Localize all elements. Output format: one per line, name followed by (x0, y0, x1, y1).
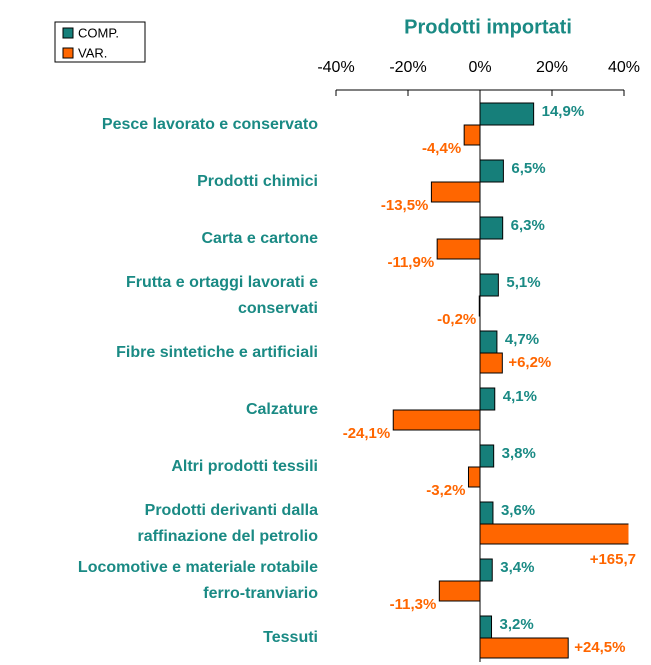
bar (479, 558, 493, 582)
data-label: -4,4% (422, 140, 461, 157)
bar (479, 216, 504, 240)
legend-label: COMP. (78, 25, 119, 40)
data-label: 5,1% (506, 274, 540, 291)
data-label: -0,2% (437, 311, 476, 328)
bar (392, 409, 481, 431)
bar (479, 273, 499, 297)
legend-swatch (62, 47, 74, 59)
category-label: Frutta e ortaggi lavorati e conservati (125, 274, 318, 317)
plot (392, 102, 629, 659)
category-label: Locomotive e materiale rotabile ferro-tr… (77, 559, 318, 602)
bar (479, 387, 496, 411)
data-label: 3,6% (501, 502, 535, 519)
bar (479, 523, 629, 545)
bar (479, 637, 569, 659)
category-label: Calzature (245, 401, 318, 418)
data-label: 3,4% (500, 559, 534, 576)
data-label: +165,7 (590, 551, 636, 568)
category-label: Pesce lavorato e conservato (101, 116, 318, 133)
bar (479, 501, 494, 525)
data-label: 6,5% (511, 160, 545, 177)
category-label: Carta e cartone (201, 230, 319, 247)
bar (479, 102, 535, 126)
data-label: 6,3% (511, 217, 545, 234)
bar (479, 444, 495, 468)
bar (479, 352, 503, 374)
data-label: -3,2% (426, 482, 465, 499)
data-label: +6,2% (508, 354, 551, 371)
data-label: -11,9% (387, 254, 434, 271)
category-label: Prodotti chimici (197, 173, 318, 190)
x-tick-label: 20% (536, 59, 568, 76)
data-label: 4,1% (503, 388, 537, 405)
category-label: Fibre sintetiche e artificiali (116, 344, 318, 361)
x-tick-label: -20% (389, 59, 426, 76)
category-label: Altri prodotti tessili (171, 458, 318, 475)
x-tick-label: 40% (608, 59, 640, 76)
x-tick-label: 0% (468, 59, 491, 76)
category-label: Tessuti (263, 629, 318, 646)
bar (436, 238, 481, 260)
bar (467, 466, 481, 488)
bar (479, 615, 493, 639)
data-label: 4,7% (505, 331, 539, 348)
legend-swatch (62, 27, 74, 39)
x-tick-label: -40% (317, 59, 354, 76)
data-label: 14,9% (542, 103, 585, 120)
bar (463, 124, 481, 146)
data-label: -11,3% (390, 596, 437, 613)
bar (479, 330, 498, 354)
chart-title: Prodotti importati (404, 16, 572, 38)
bar (438, 580, 481, 602)
data-label: -13,5% (381, 197, 429, 214)
bar (430, 181, 481, 203)
category-label: Prodotti derivanti dalla raffinazione de… (137, 502, 318, 545)
data-label: 3,2% (500, 616, 534, 633)
data-label: 3,8% (502, 445, 536, 462)
data-label: +24,5% (574, 639, 625, 656)
legend-label: VAR. (78, 45, 107, 60)
data-label: -24,1% (343, 425, 391, 442)
bar (479, 159, 504, 183)
